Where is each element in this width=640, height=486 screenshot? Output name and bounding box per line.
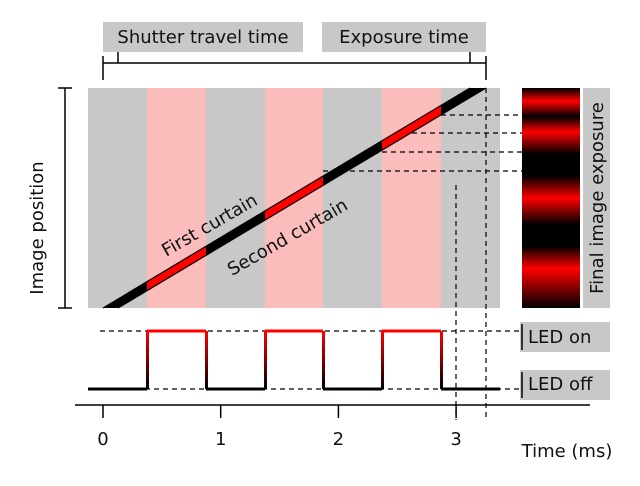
label-box (322, 22, 486, 52)
tick-label: 2 (333, 429, 344, 450)
tick-label: 3 (450, 429, 461, 450)
axis-title: Time (ms) (521, 441, 613, 462)
final-exposure-strip (522, 88, 580, 308)
label-box (520, 370, 610, 400)
label-box (103, 22, 303, 52)
led-on-label: LED on (528, 327, 591, 348)
led-off-label: LED off (528, 374, 593, 395)
label-box (520, 322, 610, 352)
curtain-band (102, 87, 487, 309)
label-box (583, 88, 610, 308)
exposure-label: Exposure time (339, 27, 469, 48)
tick-label: 0 (97, 429, 108, 450)
shutter-travel-label: Shutter travel time (117, 27, 288, 48)
image-position-label: Image position (27, 161, 48, 294)
led-waveform (88, 329, 500, 391)
final-exposure-label: Final image exposure (587, 102, 608, 294)
tick-label: 1 (215, 429, 226, 450)
header: Shutter travel time Exposure time (102, 22, 487, 80)
bracket (102, 52, 487, 80)
image-position: Image position (27, 87, 72, 309)
